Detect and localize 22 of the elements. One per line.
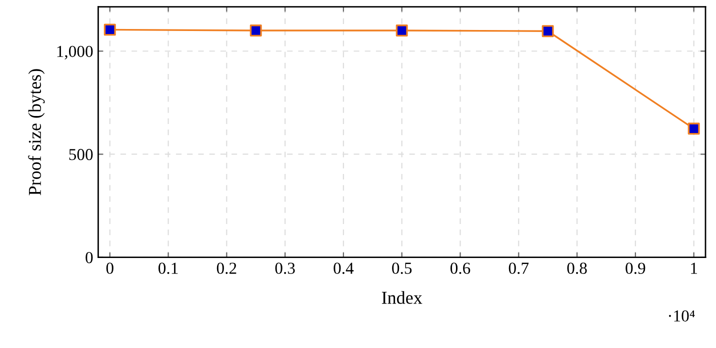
x-tick-label: 0.2 [216, 262, 236, 274]
y-tick-label: 500 [69, 148, 93, 160]
x-tick-label: 1 [691, 262, 697, 274]
x-tick-label: 0.7 [508, 262, 529, 274]
point [250, 24, 262, 36]
x-axis-title: Index [382, 291, 422, 304]
x-tick-label: 0.8 [567, 262, 587, 274]
x-tick-label: 0.6 [450, 262, 470, 274]
point [396, 24, 408, 36]
point [104, 24, 116, 36]
point [688, 122, 700, 135]
y-axis-title: Proof size (bytes) [28, 69, 45, 196]
x-tick-label: 0.4 [334, 262, 354, 274]
text: ·10⁴ [668, 310, 695, 322]
x-tick-label: 0 [106, 262, 114, 274]
x-tick-label: 0.1 [158, 262, 178, 274]
y-tick-label: 0 [86, 252, 93, 264]
x-tick-label: 0.9 [626, 262, 646, 274]
point [542, 25, 554, 38]
y-tick-label: 1,000 [57, 46, 93, 60]
x-tick-label: 0.3 [275, 262, 295, 274]
x-tick-label: 0.5 [392, 262, 412, 274]
